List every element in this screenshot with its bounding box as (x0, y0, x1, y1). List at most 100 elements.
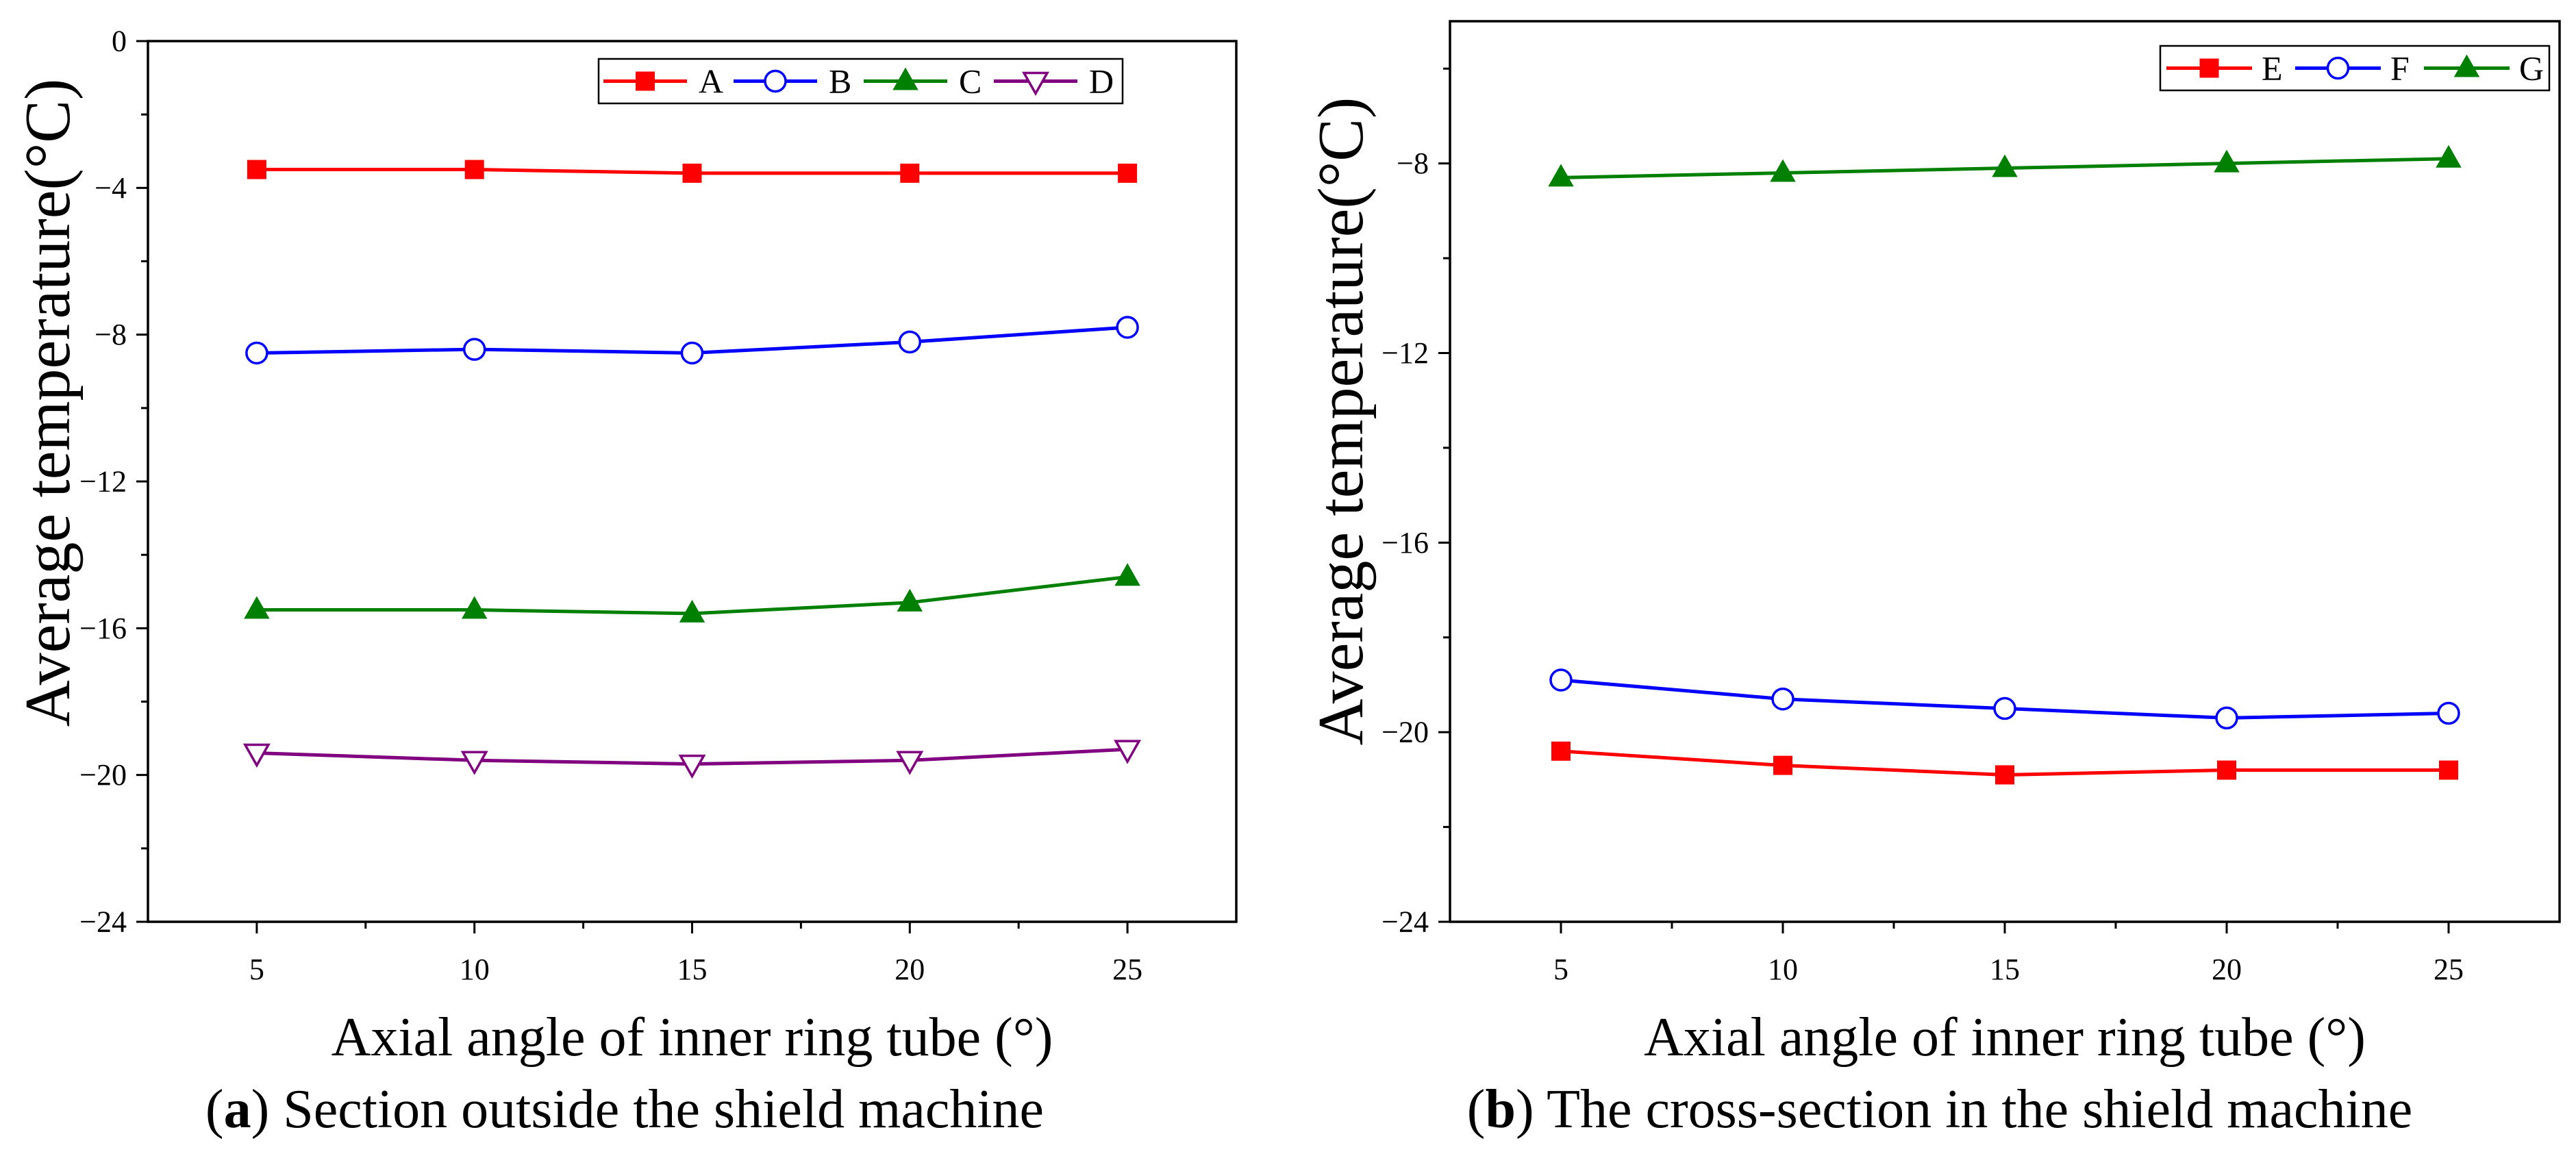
series-G (1548, 144, 2462, 187)
data-point-C-x15 (679, 599, 705, 623)
data-point-B-x5 (245, 341, 268, 365)
legend-item-C: C (864, 62, 981, 101)
y-tick-label: −16 (79, 612, 127, 645)
data-point-A-x20 (900, 163, 920, 183)
plot-area (1548, 144, 2462, 785)
x-tick-label: 20 (2212, 953, 2242, 986)
legend-label-B: B (829, 62, 851, 101)
y-axis-label: Average temperature(°C) (1305, 97, 1377, 746)
plot-frame (1449, 20, 2561, 923)
series-F (1549, 668, 2460, 730)
caption-open-paren: ( (205, 1079, 224, 1140)
series-C (244, 563, 1140, 623)
legend-marker-B (764, 69, 787, 93)
data-point-D-x20 (896, 751, 924, 775)
data-point-E-x10 (1773, 755, 1792, 775)
legend-label-D: D (1089, 62, 1114, 101)
data-point-E-x20 (2217, 760, 2236, 780)
data-point-B-x25 (1116, 316, 1139, 339)
data-point-F-x25 (2437, 701, 2460, 725)
y-tick-label: −20 (1381, 716, 1429, 749)
plot-area (242, 160, 1142, 779)
data-point-F-x5 (1549, 668, 1573, 692)
caption-text: ) Section outside the shield machine (251, 1079, 1045, 1140)
y-axis-label: Average temperature(°C) (12, 79, 84, 727)
x-tick-label: 10 (1768, 953, 1798, 986)
legend-marker-D (1021, 71, 1050, 97)
data-point-C-x10 (461, 596, 488, 619)
caption-open-paren: ( (1467, 1079, 1486, 1140)
caption-panel-letter: a (224, 1079, 251, 1140)
series-B (245, 316, 1139, 365)
x-tick-label: 25 (2434, 953, 2464, 986)
legend-marker-G (2453, 54, 2480, 77)
legend-label-A: A (699, 62, 723, 101)
y-tick-label: −8 (95, 318, 127, 351)
caption-panel-letter: b (1485, 1079, 1516, 1140)
y-tick-label: 0 (112, 25, 127, 58)
legend-item-A: A (603, 62, 723, 101)
axes: −24 −20 −16 −12 −8 5 10 15 20 25 (1381, 67, 2464, 986)
legend-label-G: G (2519, 49, 2544, 88)
axes: −24 −20 −16 −12 −8 −4 0 5 10 15 20 25 (79, 25, 1142, 987)
x-tick-label: 15 (1990, 953, 2020, 986)
data-point-C-x25 (1114, 563, 1140, 586)
data-point-F-x15 (1993, 696, 2016, 720)
legend: E F G (2159, 45, 2551, 92)
data-point-A-x5 (247, 160, 266, 179)
legend-marker-A (636, 71, 655, 91)
series-E (1551, 741, 2458, 785)
data-point-G-x15 (1992, 154, 2018, 177)
data-point-G-x20 (2214, 149, 2240, 173)
y-tick-label: −20 (79, 758, 127, 792)
y-tick-label: −24 (79, 905, 127, 939)
panel-caption: (b) The cross-section in the shield mach… (1467, 1079, 2412, 1140)
chart-panel-b: −24 −20 −16 −12 −8 5 10 15 20 25 E F G Axial angle of… (1305, 20, 2561, 1140)
legend-label-F: F (2390, 49, 2410, 88)
series-A (247, 160, 1138, 183)
data-point-D-x25 (1114, 740, 1142, 764)
data-point-C-x20 (897, 588, 923, 612)
data-point-G-x10 (1770, 159, 1796, 182)
legend-label-C: C (959, 62, 981, 101)
legend-marker-F (2326, 56, 2350, 80)
data-point-D-x5 (242, 743, 271, 768)
data-point-D-x15 (678, 754, 706, 779)
y-tick-label: −16 (1381, 526, 1429, 560)
y-tick-label: −24 (1381, 905, 1429, 939)
legend: A B C D (597, 58, 1124, 105)
caption-text: ) The cross-section in the shield machin… (1516, 1079, 2412, 1140)
legend-item-D: D (994, 62, 1114, 101)
data-point-F-x10 (1771, 687, 1795, 711)
data-point-F-x20 (2215, 706, 2238, 730)
data-point-B-x10 (462, 338, 486, 361)
legend-item-B: B (734, 62, 851, 101)
data-point-A-x15 (682, 163, 702, 183)
data-point-B-x15 (680, 341, 704, 365)
x-tick-label: 5 (249, 953, 264, 986)
panel-caption: (a) Section outside the shield machine (205, 1079, 1044, 1140)
x-tick-label: 10 (460, 953, 490, 986)
x-axis-label: Axial angle of inner ring tube (°) (332, 1007, 1053, 1068)
data-point-E-x25 (2439, 760, 2458, 780)
data-point-G-x5 (1548, 164, 1574, 187)
data-point-B-x20 (898, 330, 922, 354)
legend-item-F: F (2295, 49, 2410, 88)
y-tick-label: −8 (1397, 147, 1429, 180)
series-D (242, 740, 1142, 779)
data-point-A-x25 (1118, 163, 1138, 183)
legend-item-G: G (2424, 49, 2544, 88)
y-tick-label: −12 (79, 465, 127, 499)
x-axis-label: Axial angle of inner ring tube (°) (1644, 1007, 2366, 1068)
x-tick-label: 25 (1112, 953, 1142, 986)
x-tick-label: 15 (677, 953, 708, 986)
legend-label-E: E (2262, 49, 2283, 88)
data-point-A-x10 (464, 160, 484, 179)
x-tick-label: 5 (1553, 953, 1568, 986)
data-point-G-x25 (2436, 144, 2462, 168)
legend-marker-C (892, 67, 918, 90)
chart-panel-a: −24 −20 −16 −12 −8 −4 0 5 10 15 20 25 A B C D Axial angl… (12, 25, 1238, 1140)
y-tick-label: −12 (1381, 336, 1429, 370)
plot-frame (147, 40, 1238, 923)
